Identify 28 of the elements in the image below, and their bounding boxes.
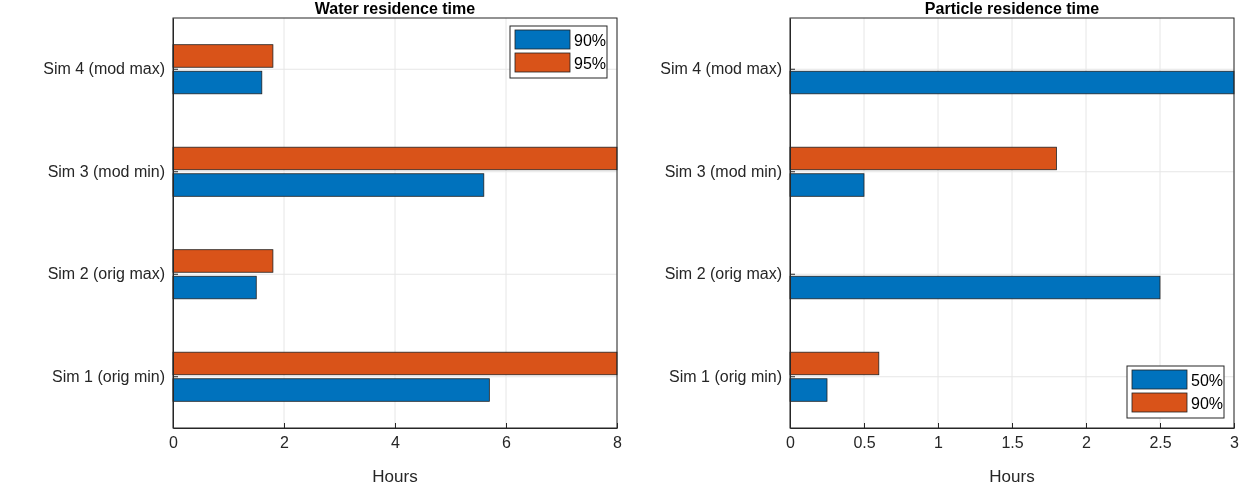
x-tick-label: 0 xyxy=(169,434,179,452)
x-tick-label: 2 xyxy=(1082,434,1092,452)
chart-title: Particle residence time xyxy=(924,0,1100,17)
x-axis-title: Hours xyxy=(989,467,1035,486)
x-tick-label: 2 xyxy=(280,434,290,452)
x-tick-label: 3 xyxy=(1230,434,1240,452)
y-tick-label: Sim 4 (mod max) xyxy=(660,60,782,78)
x-tick-label: 8 xyxy=(613,434,623,452)
y-tick-label: Sim 2 (orig max) xyxy=(47,265,165,283)
legend-label: 90% xyxy=(574,32,607,49)
y-tick-label: Sim 3 (mod min) xyxy=(47,162,165,180)
x-tick-label: 1 xyxy=(934,434,944,452)
y-tick-label: Sim 1 (orig min) xyxy=(669,367,782,385)
x-axis-title: Hours xyxy=(372,467,418,486)
x-tick-label: 0.5 xyxy=(853,434,876,452)
x-tick-label: 2.5 xyxy=(1149,434,1172,452)
y-tick-label: Sim 1 (orig min) xyxy=(52,367,165,385)
legend-label: 95% xyxy=(574,55,607,72)
legend-label: 50% xyxy=(1191,372,1224,389)
y-tick-label: Sim 4 (mod max) xyxy=(43,60,165,78)
x-tick-label: 0 xyxy=(786,434,796,452)
x-tick-label: 1.5 xyxy=(1001,434,1024,452)
x-tick-label: 6 xyxy=(502,434,512,452)
y-tick-label: Sim 2 (orig max) xyxy=(664,265,782,283)
legend-label: 90% xyxy=(1191,395,1224,412)
y-tick-label: Sim 3 (mod min) xyxy=(664,162,782,180)
chart-title: Water residence time xyxy=(314,0,476,17)
x-tick-label: 4 xyxy=(391,434,401,452)
